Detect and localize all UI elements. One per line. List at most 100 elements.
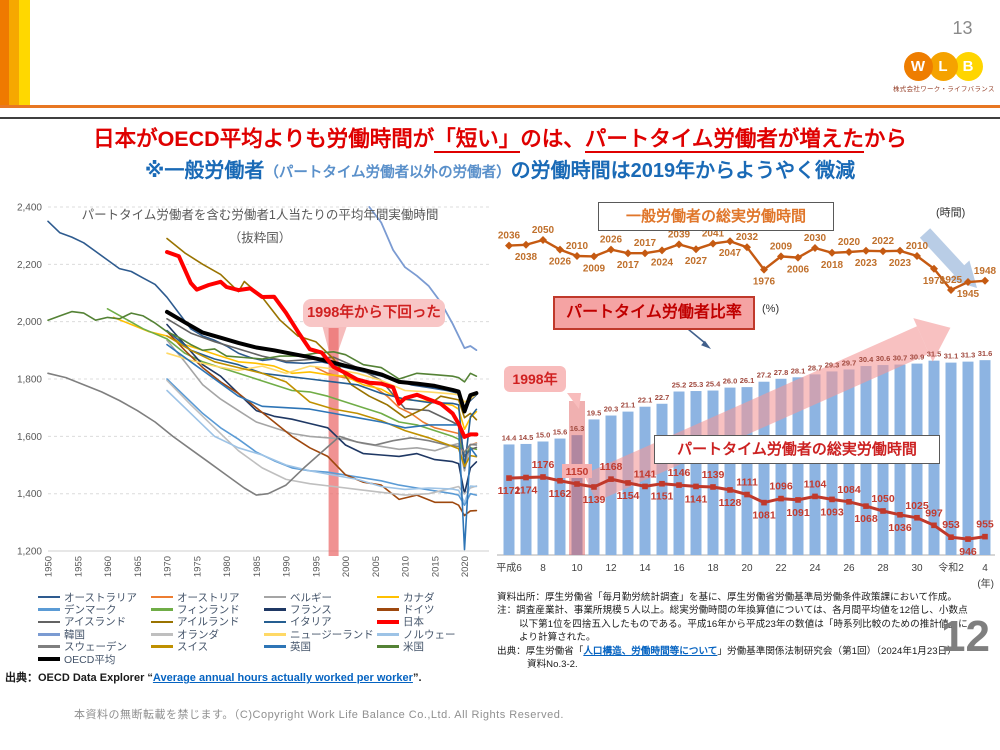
legend-label: スイス bbox=[177, 641, 209, 653]
svg-text:1154: 1154 bbox=[617, 490, 640, 502]
legend-swatch bbox=[38, 620, 60, 624]
legend-swatch bbox=[264, 633, 286, 636]
svg-text:(年): (年) bbox=[977, 577, 994, 590]
legend-item: デンマーク bbox=[38, 603, 151, 616]
svg-text:25.4: 25.4 bbox=[706, 380, 721, 389]
legend-item: オーストリア bbox=[151, 591, 264, 603]
callout-1998-year: 1998年 bbox=[504, 366, 566, 392]
svg-text:1084: 1084 bbox=[837, 484, 861, 496]
svg-text:29.7: 29.7 bbox=[842, 358, 857, 367]
legend-item: フィンランド bbox=[151, 603, 264, 616]
note-line6: 資料No.3-2. bbox=[527, 659, 578, 671]
svg-text:1978: 1978 bbox=[923, 276, 946, 287]
svg-text:2039: 2039 bbox=[668, 229, 691, 240]
parttime-workers-hours-label-box: パートタイム労働者の総実労働時間 bbox=[654, 435, 940, 464]
svg-text:1,200: 1,200 bbox=[17, 547, 42, 558]
legend-label: アイスランド bbox=[64, 616, 127, 629]
svg-text:1104: 1104 bbox=[804, 478, 827, 490]
svg-text:31.5: 31.5 bbox=[927, 350, 942, 359]
svg-text:18: 18 bbox=[707, 563, 719, 574]
legend-item: アイルランド bbox=[151, 616, 264, 628]
svg-text:21.1: 21.1 bbox=[621, 401, 636, 410]
svg-text:14.5: 14.5 bbox=[519, 433, 534, 442]
left-stripe-yellow bbox=[19, 0, 30, 105]
svg-text:1141: 1141 bbox=[634, 468, 657, 480]
headline-line1: 日本がOECD平均よりも労働時間が「短い」のは、パートタイム労働者が増えたから bbox=[0, 122, 1000, 153]
logo-company-name: 株式会社ワーク・ライフバランス bbox=[893, 86, 995, 93]
svg-text:2047: 2047 bbox=[719, 248, 742, 259]
legend-label: フランス bbox=[290, 604, 332, 616]
legend-item: 米国 bbox=[377, 641, 490, 653]
legend-label: OECD平均 bbox=[64, 653, 116, 666]
svg-text:28.1: 28.1 bbox=[791, 366, 806, 375]
legend-item: 日本 bbox=[377, 616, 490, 628]
legend-item: OECD平均 bbox=[38, 653, 151, 665]
legend-label: 韓国 bbox=[64, 628, 85, 641]
svg-text:31.3: 31.3 bbox=[961, 351, 976, 360]
svg-text:2,000: 2,000 bbox=[17, 317, 42, 328]
note-shutten-suffix: 」労働基準関係法制研究会（第1回）（2024年1月23日） bbox=[717, 645, 957, 657]
svg-text:2036: 2036 bbox=[498, 231, 521, 242]
svg-text:1150: 1150 bbox=[566, 466, 589, 478]
headline-seg3: のは、 bbox=[520, 127, 585, 151]
svg-text:24: 24 bbox=[809, 563, 821, 574]
svg-text:1050: 1050 bbox=[871, 493, 895, 505]
note-shutten-link[interactable]: 人口構造、労働時間等について bbox=[583, 645, 718, 657]
svg-text:30.6: 30.6 bbox=[876, 354, 891, 363]
svg-text:1168: 1168 bbox=[600, 461, 623, 473]
svg-text:1,600: 1,600 bbox=[17, 432, 42, 443]
svg-text:1990: 1990 bbox=[282, 556, 293, 577]
source-link[interactable]: Average annual hours actually worked per… bbox=[152, 672, 413, 684]
svg-text:15.6: 15.6 bbox=[553, 428, 568, 437]
legend-label: カナダ bbox=[403, 591, 435, 604]
svg-text:30: 30 bbox=[911, 563, 923, 574]
legend-swatch bbox=[377, 608, 399, 611]
svg-text:1128: 1128 bbox=[719, 497, 742, 509]
legend-swatch bbox=[377, 633, 399, 636]
legend-item: ベルギー bbox=[264, 591, 377, 603]
svg-text:2023: 2023 bbox=[889, 258, 912, 269]
svg-text:1139: 1139 bbox=[702, 469, 725, 481]
svg-text:14: 14 bbox=[639, 563, 651, 574]
left-chart-subtitle: （抜粋国） bbox=[228, 231, 292, 245]
svg-text:15.0: 15.0 bbox=[536, 431, 551, 440]
svg-text:2017: 2017 bbox=[634, 238, 657, 249]
svg-text:30.9: 30.9 bbox=[910, 353, 925, 362]
note-line4: より計算された。 bbox=[519, 632, 596, 644]
svg-text:26.0: 26.0 bbox=[723, 377, 738, 386]
legend-item: 韓国 bbox=[38, 628, 151, 641]
divider-dark bbox=[0, 117, 1000, 119]
callout-1998-below: 1998年から下回った bbox=[303, 299, 445, 327]
svg-text:16: 16 bbox=[673, 563, 685, 574]
svg-text:2010: 2010 bbox=[906, 241, 929, 252]
svg-text:1985: 1985 bbox=[252, 556, 263, 577]
svg-text:2023: 2023 bbox=[855, 258, 878, 269]
source-suffix: ”. bbox=[412, 672, 422, 684]
svg-text:29.3: 29.3 bbox=[825, 360, 840, 369]
svg-text:30.7: 30.7 bbox=[893, 354, 908, 363]
subtitle-seg3: の労働時間は2019年からようやく微減 bbox=[510, 160, 856, 182]
left-stripe-orange bbox=[0, 0, 9, 105]
legend-swatch bbox=[38, 608, 60, 611]
svg-text:1980: 1980 bbox=[222, 556, 233, 577]
svg-text:4: 4 bbox=[982, 563, 988, 574]
parttime-ratio-label-box: パートタイム労働者比率 bbox=[553, 296, 755, 330]
svg-text:2015: 2015 bbox=[430, 556, 441, 577]
svg-text:28.7: 28.7 bbox=[808, 363, 823, 372]
svg-text:1970: 1970 bbox=[163, 556, 174, 577]
legend-label: 日本 bbox=[403, 616, 424, 629]
legend-label: デンマーク bbox=[64, 604, 117, 616]
source-prefix: 出典：OECD Data Explorer “ bbox=[5, 672, 153, 684]
legend-label: イタリア bbox=[290, 616, 332, 629]
svg-text:2005: 2005 bbox=[371, 556, 382, 577]
svg-text:1975: 1975 bbox=[192, 556, 203, 577]
svg-text:28: 28 bbox=[877, 563, 889, 574]
legend-item: フランス bbox=[264, 603, 377, 616]
legend-item: ドイツ bbox=[377, 603, 490, 616]
svg-text:2,400: 2,400 bbox=[17, 203, 42, 214]
svg-text:2027: 2027 bbox=[685, 256, 708, 267]
svg-text:26: 26 bbox=[843, 563, 855, 574]
svg-text:8: 8 bbox=[540, 563, 546, 574]
